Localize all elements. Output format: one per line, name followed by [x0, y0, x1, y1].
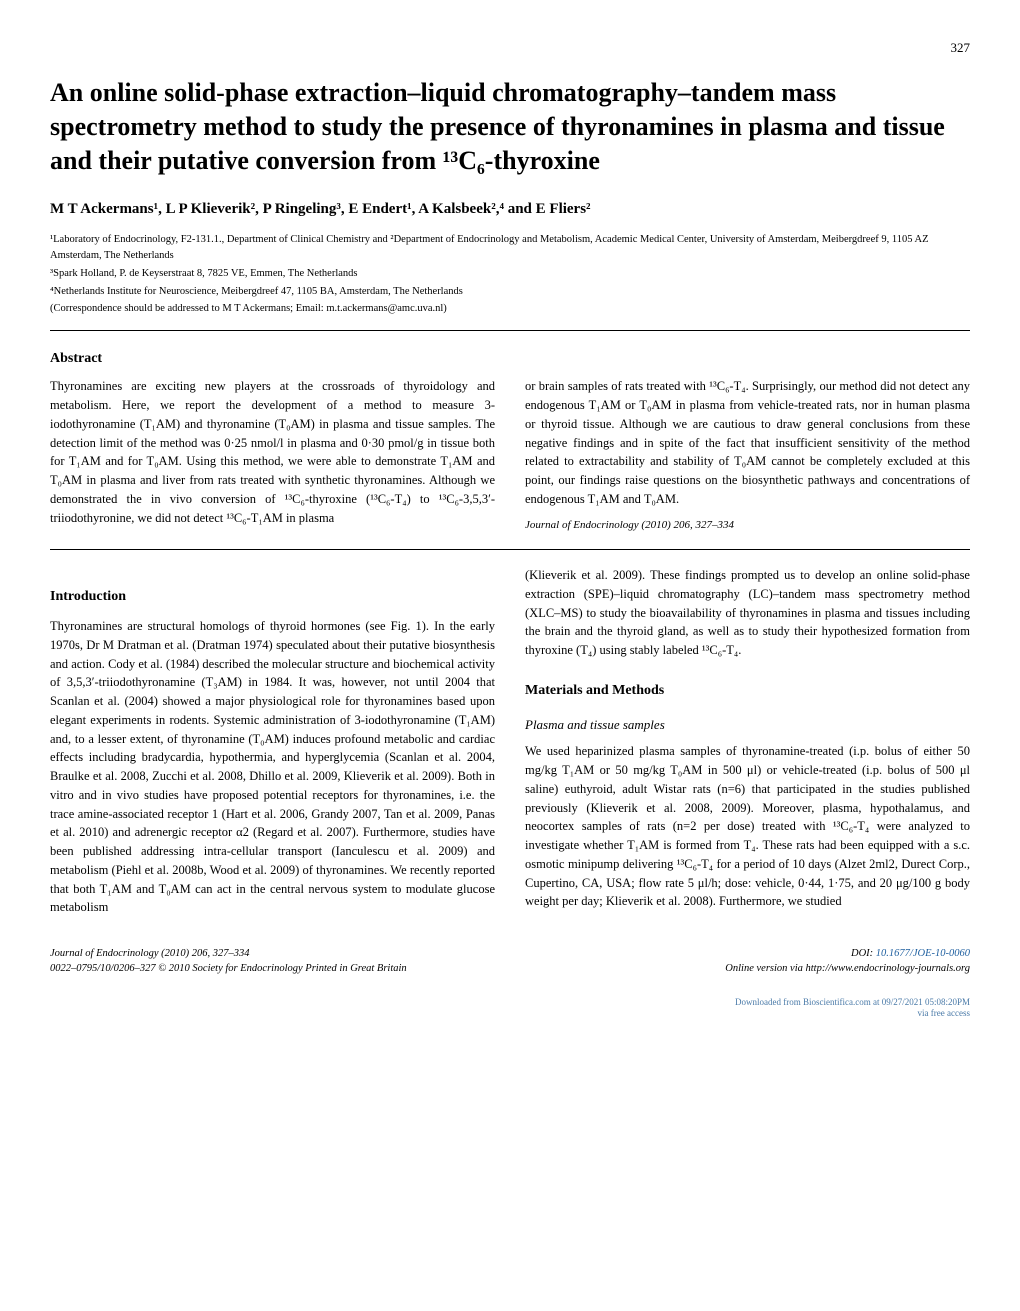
watermark-line1: Downloaded from Bioscientifica.com at 09… — [50, 997, 970, 1009]
divider — [50, 330, 970, 331]
footer-doi: DOI: 10.1677/JOE-10-0060 — [725, 947, 970, 962]
methods-paragraph-1: We used heparinized plasma samples of th… — [525, 742, 970, 911]
article-title: An online solid-phase extraction–liquid … — [50, 76, 970, 177]
journal-citation: Journal of Endocrinology (2010) 206, 327… — [525, 517, 970, 534]
abstract-right-col: or brain samples of rats treated with ¹³… — [525, 377, 970, 533]
watermark-line2: via free access — [50, 1008, 970, 1020]
body-columns: Introduction Thyronamines are structural… — [50, 566, 970, 917]
divider — [50, 549, 970, 550]
body-left-col: Introduction Thyronamines are structural… — [50, 566, 495, 917]
footer-right: DOI: 10.1677/JOE-10-0060 Online version … — [725, 947, 970, 976]
body-right-col: (Klieverik et al. 2009). These findings … — [525, 566, 970, 917]
abstract-left: Thyronamines are exciting new players at… — [50, 377, 495, 533]
methods-subheading: Plasma and tissue samples — [525, 715, 970, 735]
intro-paragraph-1: Thyronamines are structural homologs of … — [50, 617, 495, 917]
footer-journal: Journal of Endocrinology (2010) 206, 327… — [50, 947, 407, 962]
affiliation-1-2: ¹Laboratory of Endocrinology, F2-131.1.,… — [50, 232, 970, 264]
authors-line: M T Ackermans¹, L P Klieverik², P Ringel… — [50, 201, 970, 218]
correspondence: (Correspondence should be addressed to M… — [50, 303, 970, 314]
abstract-heading: Abstract — [50, 351, 970, 367]
methods-heading: Materials and Methods — [525, 680, 970, 701]
download-watermark: Downloaded from Bioscientifica.com at 09… — [50, 997, 970, 1020]
abstract-right: or brain samples of rats treated with ¹³… — [525, 379, 970, 506]
page-footer: Journal of Endocrinology (2010) 206, 327… — [50, 947, 970, 976]
abstract-columns: Thyronamines are exciting new players at… — [50, 377, 970, 533]
footer-left: Journal of Endocrinology (2010) 206, 327… — [50, 947, 407, 976]
page-number: 327 — [50, 40, 970, 56]
introduction-heading: Introduction — [50, 586, 495, 607]
intro-paragraph-2: (Klieverik et al. 2009). These findings … — [525, 566, 970, 660]
affiliation-3: ³Spark Holland, P. de Keyserstraat 8, 78… — [50, 266, 970, 282]
footer-online: Online version via http://www.endocrinol… — [725, 962, 970, 977]
footer-copyright: 0022–0795/10/0206–327 © 2010 Society for… — [50, 962, 407, 977]
affiliation-4: ⁴Netherlands Institute for Neuroscience,… — [50, 284, 970, 300]
